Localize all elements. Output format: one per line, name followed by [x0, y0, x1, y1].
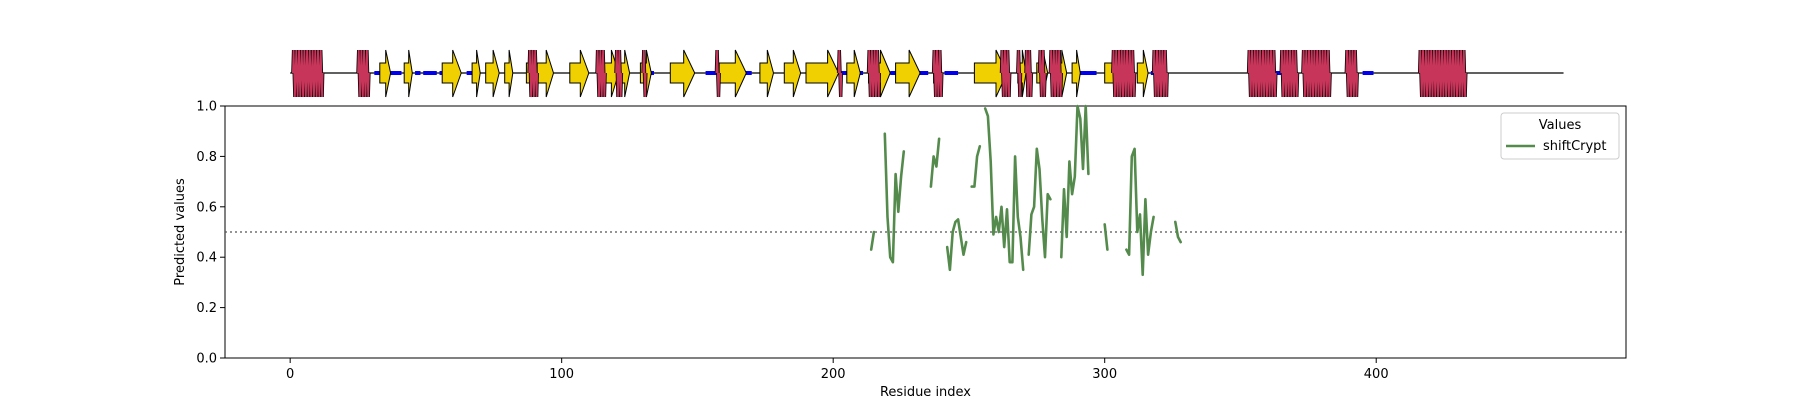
legend: Values shiftCrypt — [1500, 112, 1620, 160]
turn-segment — [466, 71, 473, 75]
y-tick-label: 0.4 — [196, 251, 217, 266]
helix-coil — [1247, 49, 1277, 98]
helix-coil — [1049, 49, 1063, 98]
strand-arrow — [379, 49, 392, 98]
turn-segment — [890, 71, 899, 75]
strand-arrow — [471, 49, 481, 98]
series-line-segment — [1060, 104, 1090, 259]
helix-coil — [596, 49, 606, 98]
series-line-segment — [983, 107, 1025, 272]
helix-coil — [715, 49, 721, 98]
helix-coil — [1000, 49, 1011, 98]
series-lines — [869, 104, 1182, 277]
turn-segment — [1275, 71, 1284, 75]
helix-coil — [1016, 49, 1022, 98]
series-line-segment — [1103, 223, 1109, 251]
y-axis-label: Predicted values — [173, 178, 188, 286]
turn-segment — [944, 71, 959, 75]
series-line-segment — [929, 137, 941, 188]
turn-segment — [390, 71, 402, 75]
helix-coil — [615, 49, 623, 98]
y-tick-label: 0.8 — [196, 150, 217, 165]
x-tick-label: 400 — [1364, 367, 1389, 382]
strand-arrow — [569, 49, 590, 98]
series-line-segment — [1125, 147, 1155, 277]
helix-coil — [1345, 49, 1359, 98]
strand-arrow — [895, 49, 921, 98]
y-tick-label: 0.2 — [196, 301, 217, 316]
helix-coil — [642, 49, 647, 98]
helix-coil — [1038, 49, 1046, 98]
x-tick-label: 300 — [1092, 367, 1117, 382]
y-tick-label: 0.6 — [196, 200, 217, 215]
helix-coil — [357, 49, 370, 98]
strand-arrow — [669, 49, 696, 98]
y-axis-ticks: 0.0 0.2 0.4 0.6 0.8 1.0 — [196, 100, 225, 367]
turn-segment — [743, 71, 752, 75]
strand-arrow — [1071, 49, 1081, 98]
helix-coil — [837, 49, 843, 98]
helix-coil — [1280, 49, 1299, 98]
series-line-segment — [970, 145, 982, 188]
series-line-segment — [1174, 220, 1182, 244]
strand-arrow — [536, 49, 555, 98]
series-line-segment — [1027, 147, 1052, 259]
x-axis-label: Residue index — [880, 385, 971, 400]
series-line-segment — [869, 230, 876, 251]
strand-arrow — [846, 49, 861, 98]
x-tick-label: 200 — [821, 367, 846, 382]
turn-segment — [415, 71, 421, 75]
x-axis-ticks: 0 100 200 300 400 — [286, 358, 1389, 382]
strand-arrow — [1136, 49, 1149, 98]
turn-segment — [841, 71, 850, 75]
series-line-segment — [883, 132, 906, 264]
helix-coil — [1025, 49, 1033, 98]
series-line-segment — [945, 218, 968, 272]
helix-coil — [867, 49, 881, 98]
strand-arrow — [718, 49, 747, 98]
plot-area: 0 100 200 300 400 0.0 0.2 0.4 0.6 0.8 1.0 Residue… — [173, 100, 1627, 400]
turn-segment — [1362, 71, 1374, 75]
legend-label-shiftcrypt: shiftCrypt — [1543, 139, 1607, 154]
x-tick-label: 0 — [286, 367, 294, 382]
helix-coil — [528, 49, 539, 98]
x-tick-label: 100 — [549, 367, 574, 382]
helix-coil — [1418, 49, 1467, 98]
strand-arrow — [485, 49, 500, 98]
helix-coil — [932, 49, 943, 98]
y-tick-label: 1.0 — [196, 100, 217, 115]
turn-segment — [705, 71, 720, 75]
strand-arrow — [805, 49, 840, 98]
secondary-structure-track — [290, 49, 1564, 98]
legend-box — [1500, 112, 1620, 160]
y-tick-label: 0.0 — [196, 352, 217, 367]
helix-coil — [1111, 49, 1136, 98]
strand-arrow — [504, 49, 514, 98]
turn-segment — [374, 71, 383, 75]
helix-coil — [1152, 49, 1168, 98]
strand-arrow — [403, 49, 413, 98]
turn-segment — [1082, 71, 1097, 75]
strand-arrow — [759, 49, 775, 98]
helix-coil — [1302, 49, 1331, 98]
legend-title: Values — [1539, 118, 1582, 133]
turn-segment — [423, 71, 437, 75]
strand-arrow — [973, 49, 1008, 98]
strand-arrow — [441, 49, 462, 98]
strand-arrow — [783, 49, 802, 98]
helix-coil — [292, 49, 324, 98]
